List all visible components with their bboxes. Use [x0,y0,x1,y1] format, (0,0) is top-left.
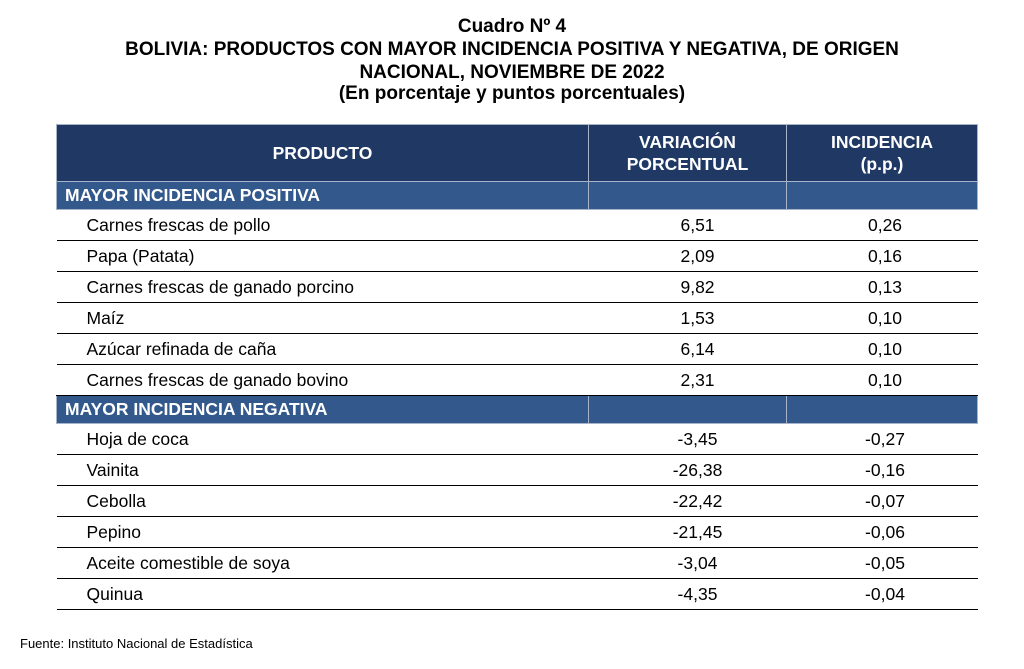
table-row: Cebolla -22,42 -0,07 [56,485,978,517]
section-negative-label: MAYOR INCIDENCIA NEGATIVA [56,395,589,424]
table-number: Cuadro Nº 4 [457,16,567,37]
header-row: PRODUCTO VARIACIÓN PORCENTUAL INCIDENCIA… [56,124,978,182]
product-cell: Hoja de coca [56,423,589,455]
product-cell: Aceite comestible de soya [56,547,589,579]
variacion-cell: -21,45 [588,516,787,548]
product-cell: Pepino [56,516,589,548]
header-incidencia-line1: INCIDENCIA [830,132,934,152]
product-cell: Carnes frescas de ganado porcino [56,271,589,303]
incidencia-cell: -0,04 [786,578,978,610]
incidencia-cell: 0,16 [786,240,978,272]
variacion-cell: 2,31 [588,364,787,396]
table-row: Carnes frescas de pollo 6,51 0,26 [56,209,978,241]
source-note: Fuente: Instituto Nacional de Estadístic… [20,636,253,651]
variacion-cell: -26,38 [588,454,787,486]
product-cell: Azúcar refinada de caña [56,333,589,365]
incidencia-cell: 0,13 [786,271,978,303]
incidencia-cell: -0,06 [786,516,978,548]
header-variacion-line2: PORCENTUAL [626,154,749,174]
incidencia-cell: -0,05 [786,547,978,579]
header-incidencia-line2: (p.p.) [860,154,904,174]
variacion-cell: 9,82 [588,271,787,303]
product-cell: Carnes frescas de ganado bovino [56,364,589,396]
data-table: PRODUCTO VARIACIÓN PORCENTUAL INCIDENCIA… [56,124,978,610]
product-cell: Cebolla [56,485,589,517]
product-cell: Vainita [56,454,589,486]
header-producto-label: PRODUCTO [272,143,373,163]
header-variacion-line1: VARIACIÓN [639,132,736,152]
incidencia-cell: 0,10 [786,302,978,334]
variacion-cell: -3,04 [588,547,787,579]
product-cell: Papa (Patata) [56,240,589,272]
product-cell: Quinua [56,578,589,610]
variacion-cell: -22,42 [588,485,787,517]
variacion-cell: -4,35 [588,578,787,610]
title-line-2: NACIONAL, NOVIEMBRE DE 2022 [359,62,665,83]
table-row: Hoja de coca -3,45 -0,27 [56,423,978,455]
incidencia-cell: 0,10 [786,333,978,365]
section-positive: MAYOR INCIDENCIA POSITIVA [56,181,978,210]
variacion-cell: 1,53 [588,302,787,334]
table-row: Vainita -26,38 -0,16 [56,454,978,486]
section-cell [588,395,787,424]
negative-rows: Hoja de coca -3,45 -0,27 Vainita -26,38 -0,16… [56,423,978,610]
variacion-cell: 2,09 [588,240,787,272]
table-row: Maíz 1,53 0,10 [56,302,978,334]
table-row: Carnes frescas de ganado porcino 9,82 0,13 [56,271,978,303]
section-cell [786,395,978,424]
product-cell: Carnes frescas de pollo [56,209,589,241]
section-negative: MAYOR INCIDENCIA NEGATIVA [56,395,978,424]
incidencia-cell: -0,16 [786,454,978,486]
variacion-cell: 6,51 [588,209,787,241]
table-row: Azúcar refinada de caña 6,14 0,10 [56,333,978,365]
incidencia-cell: -0,07 [786,485,978,517]
header-producto: PRODUCTO [56,124,589,182]
section-cell [786,181,978,210]
title-block: Cuadro Nº 4 BOLIVIA: PRODUCTOS CON MAYOR… [0,16,1024,104]
incidencia-cell: 0,26 [786,209,978,241]
table-row: Papa (Patata) 2,09 0,16 [56,240,978,272]
header-variacion: VARIACIÓN PORCENTUAL [588,124,787,182]
positive-rows: Carnes frescas de pollo 6,51 0,26 Papa (Pat… [56,209,978,396]
product-cell: Maíz [56,302,589,334]
incidencia-cell: 0,10 [786,364,978,396]
section-cell [588,181,787,210]
section-positive-label: MAYOR INCIDENCIA POSITIVA [56,181,589,210]
table-row: Carnes frescas de ganado bovino 2,31 0,10 [56,364,978,396]
title-line-1: BOLIVIA: PRODUCTOS CON MAYOR INCIDENCIA … [125,39,899,60]
incidencia-cell: -0,27 [786,423,978,455]
variacion-cell: 6,14 [588,333,787,365]
header-incidencia: INCIDENCIA (p.p.) [786,124,978,182]
variacion-cell: -3,45 [588,423,787,455]
table-row: Quinua -4,35 -0,04 [56,578,978,610]
table-row: Pepino -21,45 -0,06 [56,516,978,548]
table-row: Aceite comestible de soya -3,04 -0,05 [56,547,978,579]
title-units: (En porcentaje y puntos porcentuales) [338,83,686,104]
